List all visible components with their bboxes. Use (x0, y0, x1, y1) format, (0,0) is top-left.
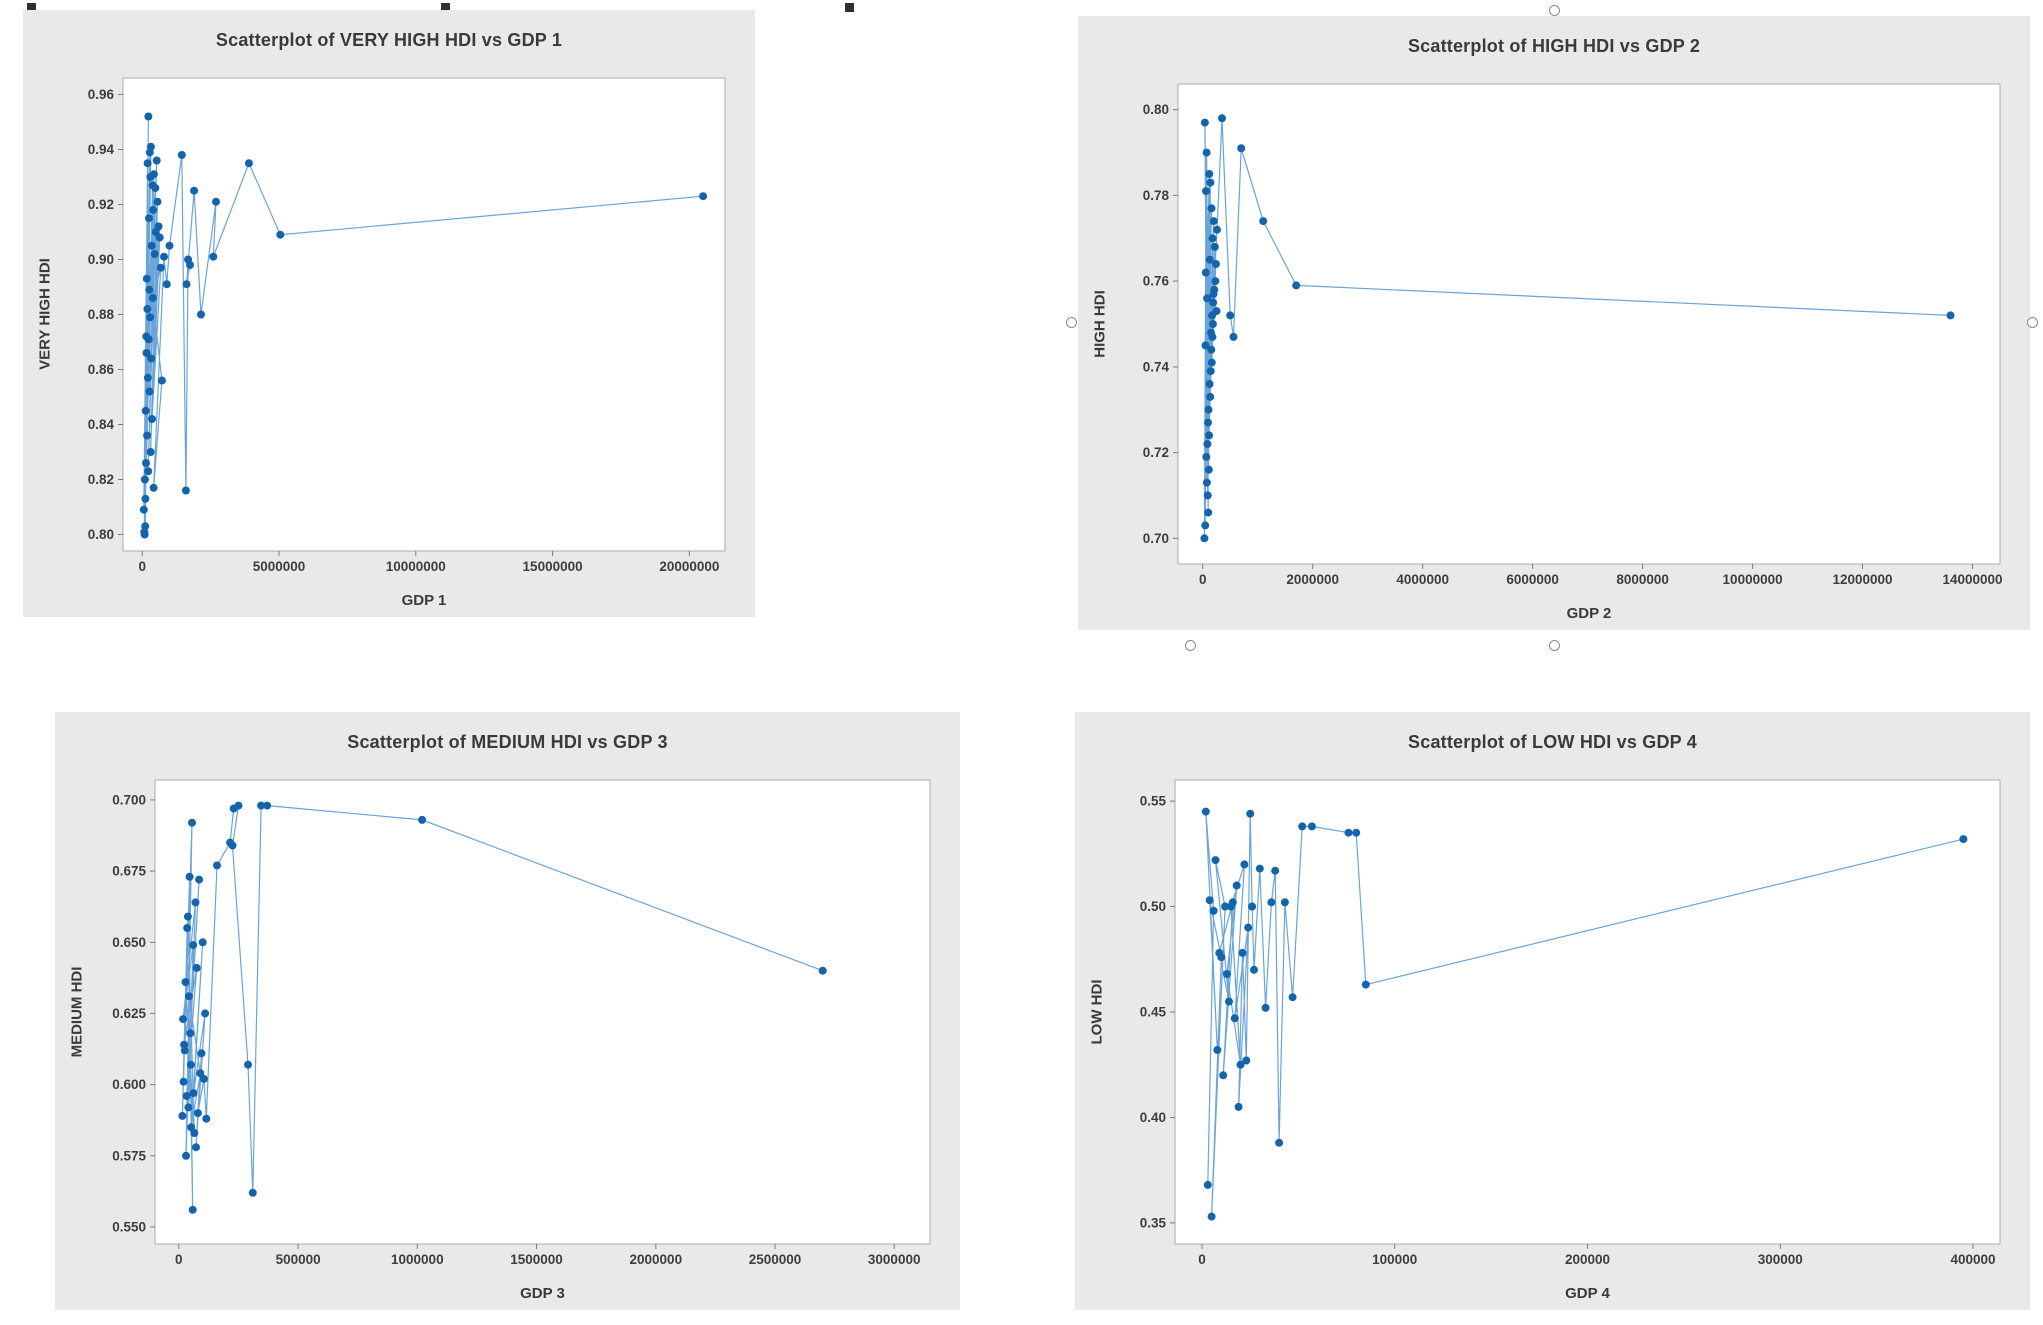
svg-text:20000000: 20000000 (659, 559, 719, 574)
selection-handle-square[interactable] (441, 3, 450, 12)
scatterplot-very-high-hdi: 0 5000000 10000000 15000000 20000000 0.80 0.82… (88, 77, 726, 574)
svg-text:0.550: 0.550 (112, 1219, 146, 1234)
svg-text:100000: 100000 (1372, 1252, 1417, 1267)
svg-text:300000: 300000 (1758, 1252, 1803, 1267)
selection-handle-square[interactable] (845, 3, 854, 12)
svg-text:0.80: 0.80 (1143, 102, 1169, 117)
svg-text:10000000: 10000000 (1723, 572, 1783, 587)
chart-panel-medium-hdi[interactable]: Scatterplot of MEDIUM HDI vs GDP 3 MEDIU… (55, 712, 960, 1310)
svg-text:200000: 200000 (1565, 1252, 1610, 1267)
svg-text:0.86: 0.86 (88, 362, 115, 377)
svg-text:0.575: 0.575 (112, 1148, 146, 1163)
chart-panel-very-high-hdi[interactable]: Scatterplot of VERY HIGH HDI vs GDP 1 VE… (23, 10, 755, 617)
svg-text:1500000: 1500000 (510, 1252, 563, 1267)
svg-text:0.35: 0.35 (1140, 1215, 1167, 1230)
svg-text:500000: 500000 (276, 1252, 321, 1267)
svg-text:12000000: 12000000 (1832, 572, 1892, 587)
scatterplot-medium-hdi: 0 500000 1000000 1500000 2000000 2500000 30000… (112, 779, 931, 1267)
chart-panel-low-hdi[interactable]: Scatterplot of LOW HDI vs GDP 4 LOW HDI … (1075, 712, 2030, 1310)
chart-title: Scatterplot of VERY HIGH HDI vs GDP 1 (215, 30, 563, 50)
svg-text:0.40: 0.40 (1140, 1110, 1166, 1125)
svg-text:5000000: 5000000 (253, 559, 306, 574)
svg-text:0.45: 0.45 (1140, 1005, 1167, 1020)
svg-text:0.55: 0.55 (1140, 794, 1167, 809)
svg-text:0.74: 0.74 (1143, 359, 1170, 374)
svg-text:1000000: 1000000 (391, 1252, 444, 1267)
svg-text:0.88: 0.88 (88, 307, 115, 322)
svg-text:0.84: 0.84 (88, 417, 115, 432)
svg-text:0.80: 0.80 (88, 527, 114, 542)
svg-text:0.700: 0.700 (112, 792, 146, 807)
chart-panel-high-hdi[interactable]: Scatterplot of HIGH HDI vs GDP 2 HIGH HD… (1078, 16, 2030, 630)
selection-handle-circle[interactable] (1549, 640, 1560, 651)
svg-text:0.92: 0.92 (88, 197, 114, 212)
svg-text:10000000: 10000000 (386, 559, 446, 574)
chart-title: Scatterplot of LOW HDI vs GDP 4 (1408, 732, 1697, 752)
svg-text:0.625: 0.625 (112, 1006, 146, 1021)
svg-text:0.90: 0.90 (88, 252, 114, 267)
svg-text:0.600: 0.600 (112, 1077, 146, 1092)
x-axis-label: GDP 2 (1566, 605, 1612, 622)
svg-text:0.76: 0.76 (1143, 274, 1170, 289)
chart-title: Scatterplot of HIGH HDI vs GDP 2 (1407, 36, 1701, 56)
scatterplot-high-hdi: 0 2000000 4000000 6000000 8000000 10000000 120… (1143, 83, 2003, 587)
selection-handle-circle[interactable] (2027, 317, 2038, 328)
selection-handle-square[interactable] (27, 3, 36, 12)
svg-text:0.82: 0.82 (88, 472, 114, 487)
selection-handle-circle[interactable] (1185, 640, 1196, 651)
svg-text:2000000: 2000000 (630, 1252, 683, 1267)
svg-text:0.70: 0.70 (1143, 531, 1169, 546)
svg-text:6000000: 6000000 (1506, 572, 1559, 587)
svg-text:0.96: 0.96 (88, 87, 115, 102)
svg-text:0: 0 (175, 1252, 183, 1267)
svg-text:400000: 400000 (1950, 1252, 1995, 1267)
svg-text:14000000: 14000000 (1942, 572, 2002, 587)
svg-text:0: 0 (1199, 572, 1207, 587)
selection-handle-circle[interactable] (1549, 5, 1560, 16)
svg-text:0.72: 0.72 (1143, 445, 1169, 460)
x-axis-label: GDP 1 (401, 592, 447, 609)
svg-text:15000000: 15000000 (523, 559, 583, 574)
svg-text:8000000: 8000000 (1616, 572, 1669, 587)
svg-text:0.675: 0.675 (112, 864, 146, 879)
svg-text:0.78: 0.78 (1143, 188, 1170, 203)
svg-text:0: 0 (1198, 1252, 1206, 1267)
svg-text:0: 0 (138, 559, 146, 574)
svg-text:0.50: 0.50 (1140, 899, 1166, 914)
x-axis-label: GDP 3 (520, 1285, 565, 1302)
svg-text:0.650: 0.650 (112, 935, 146, 950)
chart-title: Scatterplot of MEDIUM HDI vs GDP 3 (347, 732, 668, 752)
svg-text:2500000: 2500000 (749, 1252, 802, 1267)
svg-text:0.94: 0.94 (88, 142, 115, 157)
scatterplot-low-hdi: 0 100000 200000 300000 400000 0.35 0.40 0.45 0.5… (1140, 779, 2001, 1267)
svg-text:3000000: 3000000 (868, 1252, 921, 1267)
svg-text:2000000: 2000000 (1286, 572, 1339, 587)
svg-text:4000000: 4000000 (1396, 572, 1449, 587)
selection-handle-circle[interactable] (1066, 317, 1077, 328)
x-axis-label: GDP 4 (1565, 1285, 1610, 1302)
